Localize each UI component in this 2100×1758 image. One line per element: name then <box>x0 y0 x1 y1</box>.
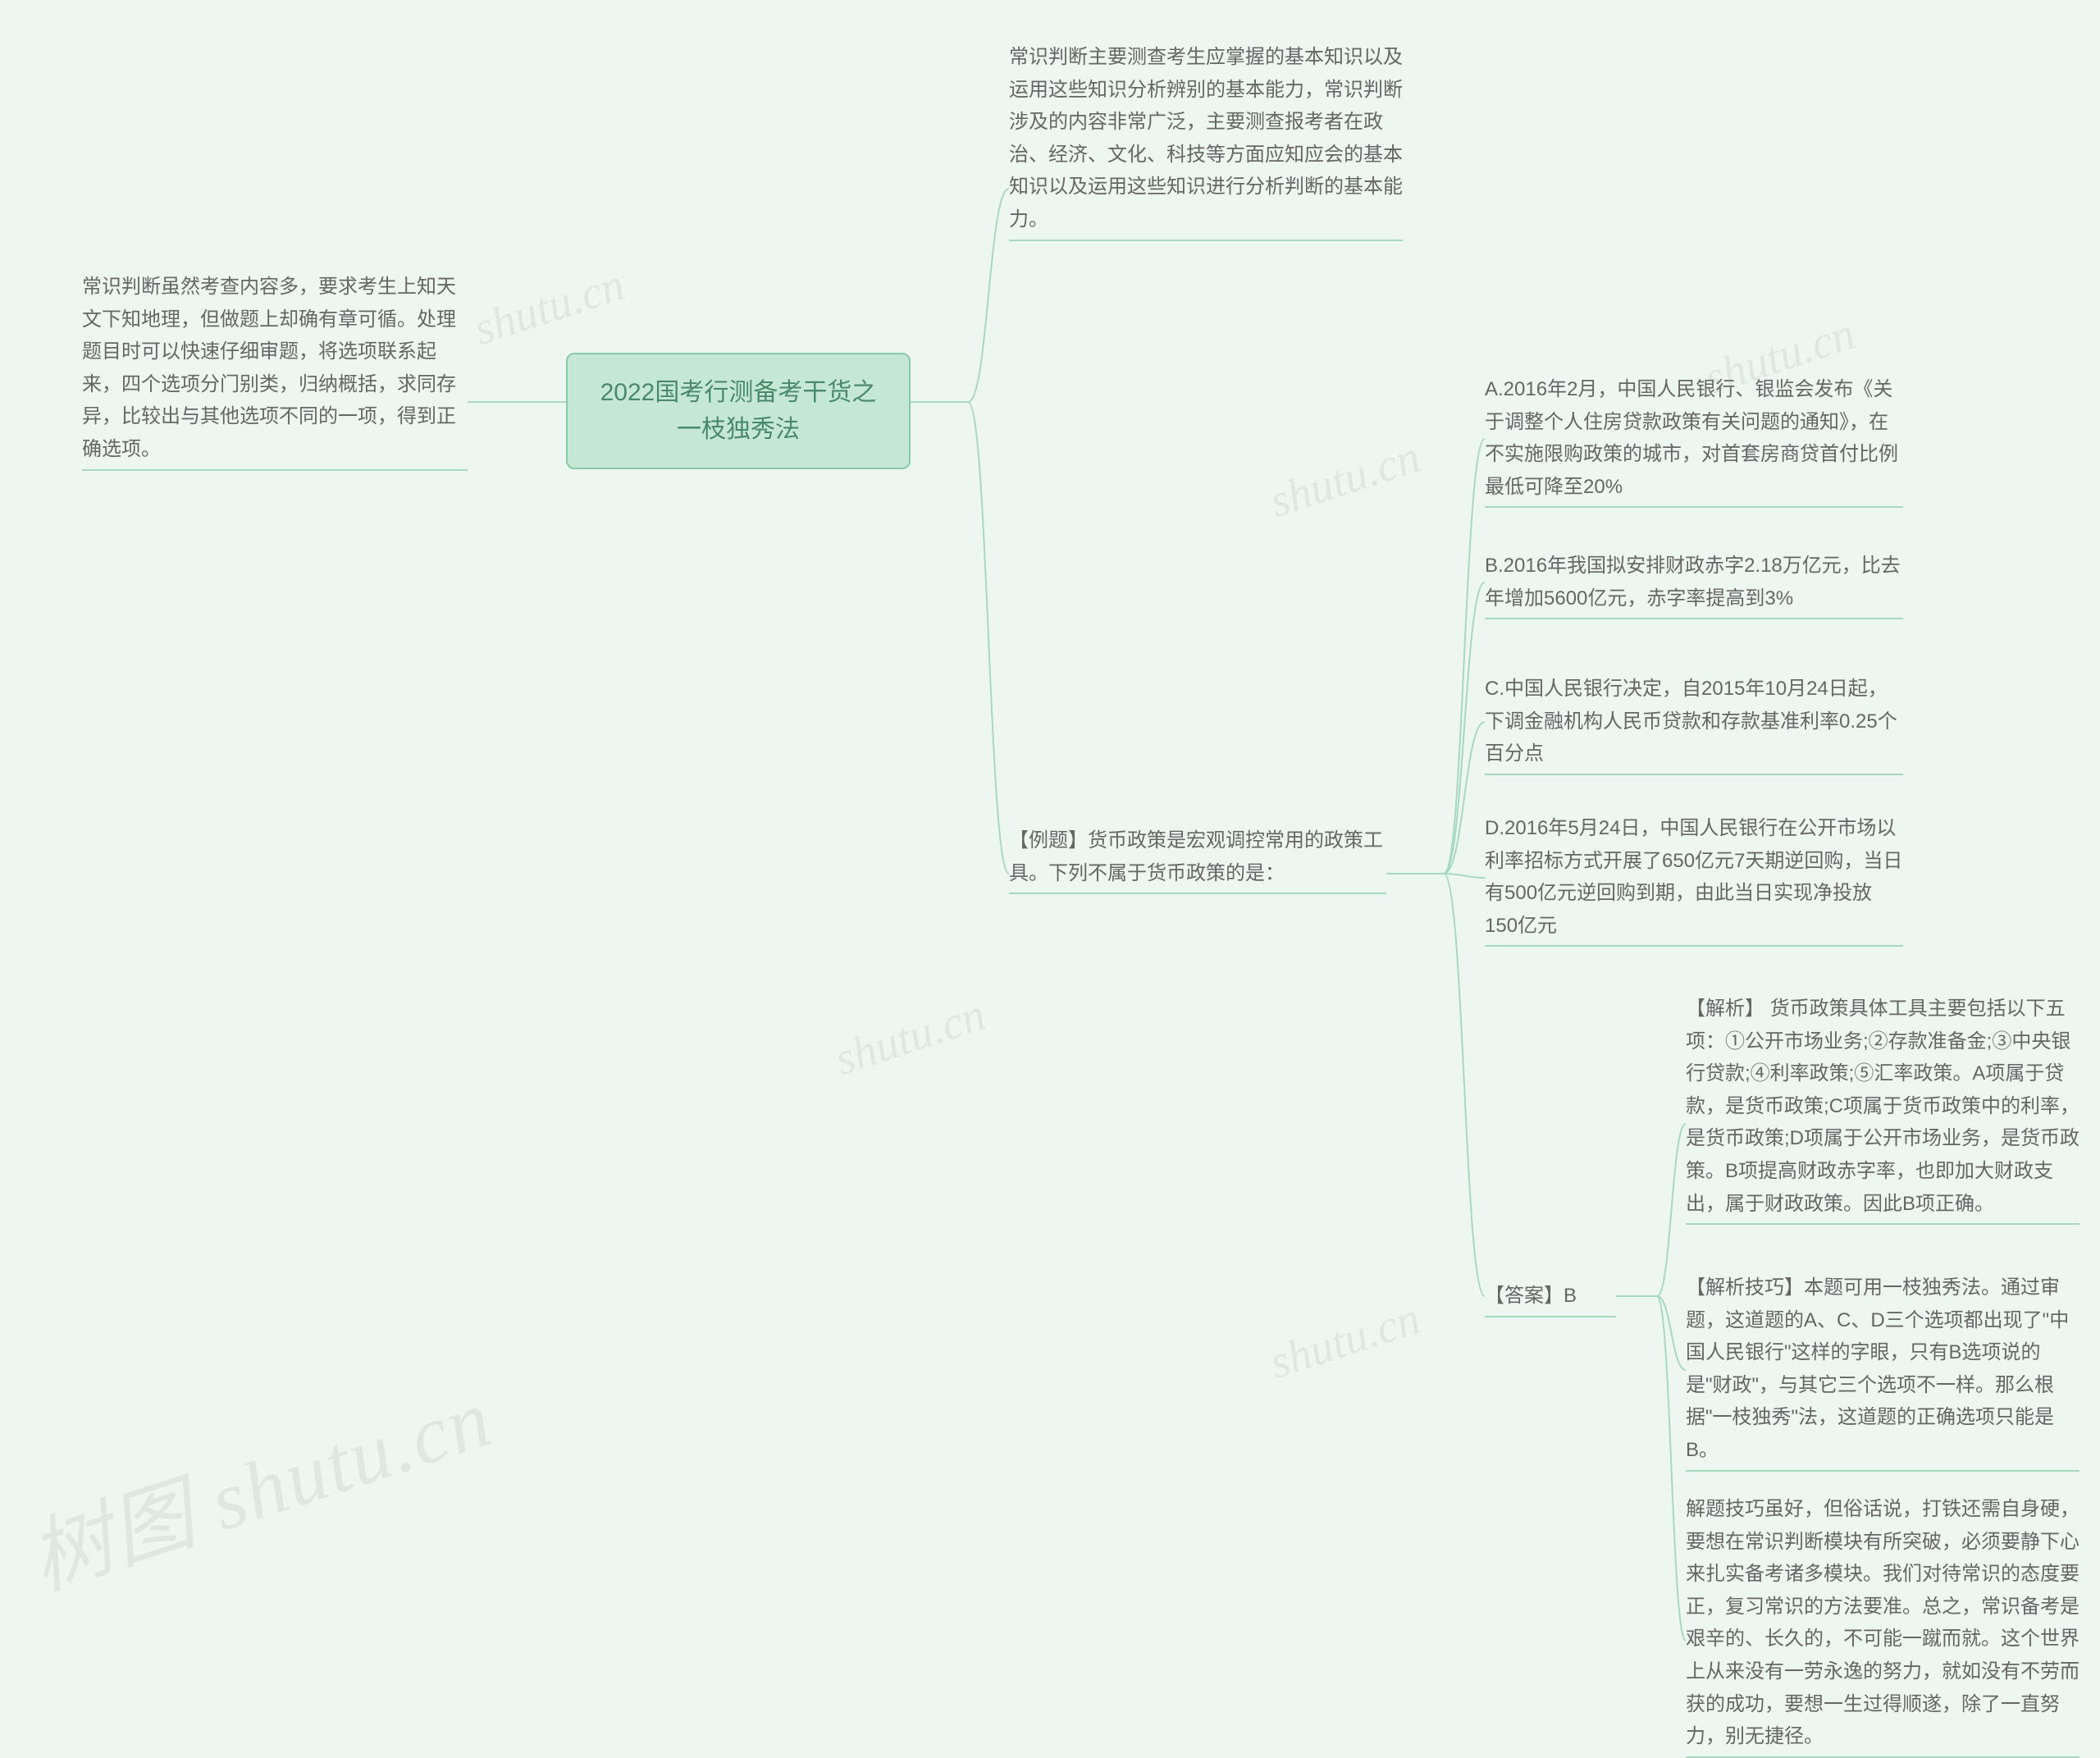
root-node: 2022国考行测备考干货之一枝独秀法 <box>566 353 911 469</box>
analysis-1: 【解析】 货币政策具体工具主要包括以下五项：①公开市场业务;②存款准备金;③中央… <box>1686 993 2079 1225</box>
option-d: D.2016年5月24日，中国人民银行在公开市场以利率招标方式开展了650亿元7… <box>1485 812 1903 947</box>
watermark: shutu.cn <box>1263 1292 1427 1390</box>
option-b: B.2016年我国拟安排财政赤字2.18万亿元，比去年增加5600亿元，赤字率提… <box>1485 550 1903 619</box>
watermark: shutu.cn <box>829 989 992 1086</box>
example-node: 【例题】货币政策是宏观调控常用的政策工具。下列不属于货币政策的是： <box>1009 824 1386 894</box>
answer-node: 【答案】B <box>1485 1280 1616 1317</box>
option-a: A.2016年2月，中国人民银行、银监会发布《关于调整个人住房贷款政策有关问题的… <box>1485 373 1903 508</box>
left-summary: 常识判断虽然考查内容多，要求考生上知天文下知地理，但做题上却确有章可循。处理题目… <box>82 271 468 471</box>
intro-node: 常识判断主要测查考生应掌握的基本知识以及运用这些知识分析辨别的基本能力，常识判断… <box>1009 41 1403 241</box>
watermark: shutu.cn <box>468 258 631 356</box>
watermark: shutu.cn <box>1263 431 1427 528</box>
watermark: 树图 shutu.cn <box>12 1351 504 1612</box>
analysis-3: 解题技巧虽好，但俗话说，打铁还需自身硬，要想在常识判断模块有所突破，必须要静下心… <box>1686 1493 2079 1758</box>
option-c: C.中国人民银行决定，自2015年10月24日起，下调金融机构人民币贷款和存款基… <box>1485 673 1903 775</box>
analysis-2: 【解析技巧】本题可用一枝独秀法。通过审题，这道题的A、C、D三个选项都出现了"中… <box>1686 1272 2079 1472</box>
